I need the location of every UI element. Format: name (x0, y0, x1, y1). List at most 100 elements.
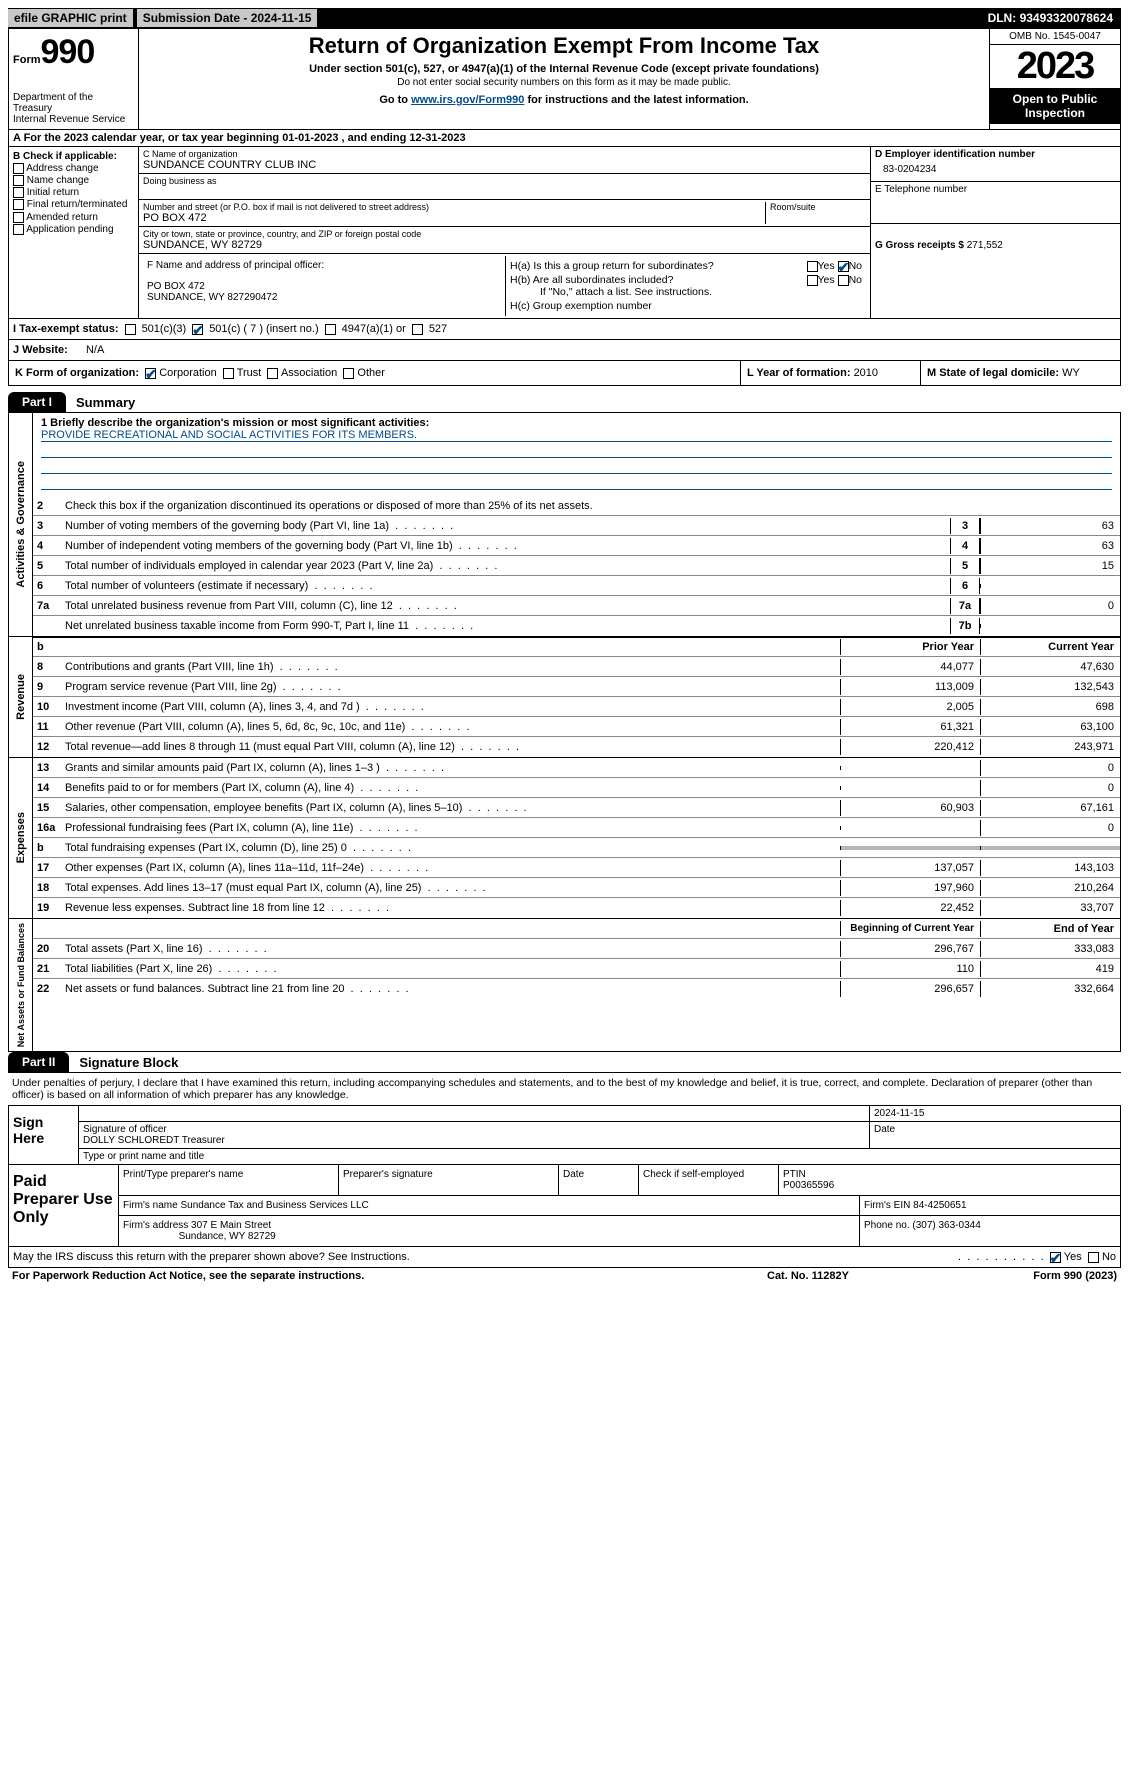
form-number: Form990 (13, 33, 134, 72)
cb-other[interactable] (343, 368, 354, 379)
self-employed: Check if self-employed (639, 1165, 779, 1195)
hb-row: H(b) Are all subordinates included? Yes … (510, 274, 862, 286)
summary-line: 19 Revenue less expenses. Subtract line … (33, 898, 1120, 918)
cb-501c[interactable] (192, 324, 203, 335)
cb-trust[interactable] (223, 368, 234, 379)
summary-line: 17 Other expenses (Part IX, column (A), … (33, 858, 1120, 878)
summary-line: 3 Number of voting members of the govern… (33, 516, 1120, 536)
summary-line: Net unrelated business taxable income fr… (33, 616, 1120, 636)
vlabel-governance: Activities & Governance (13, 457, 29, 592)
officer-signature: DOLLY SCHLOREDT Treasurer (83, 1135, 865, 1146)
summary-line: 9 Program service revenue (Part VIII, li… (33, 677, 1120, 697)
summary-line: 10 Investment income (Part VIII, column … (33, 697, 1120, 717)
cb-4947[interactable] (325, 324, 336, 335)
col-b-checkboxes: B Check if applicable: Address change Na… (9, 147, 139, 318)
part1-body: Activities & Governance 1 Briefly descri… (8, 412, 1121, 1052)
omb-number: OMB No. 1545-0047 (990, 29, 1120, 45)
hb-note: If "No," attach a list. See instructions… (510, 286, 862, 298)
state-domicile: WY (1062, 367, 1080, 379)
officer-addr2: SUNDANCE, WY 827290472 (147, 292, 501, 303)
summary-line: 14 Benefits paid to or for members (Part… (33, 778, 1120, 798)
col-prior: Prior Year (840, 639, 980, 655)
gross-label: G Gross receipts $ (875, 240, 967, 251)
discuss-yes[interactable] (1050, 1252, 1061, 1263)
ssn-warning: Do not enter social security numbers on … (147, 77, 981, 88)
cb-501c3[interactable] (125, 324, 136, 335)
line2: Check this box if the organization disco… (61, 498, 1120, 514)
ein-label: D Employer identification number (875, 149, 1116, 160)
sig-date: 2024-11-15 (870, 1106, 1120, 1121)
row-i: I Tax-exempt status: 501(c)(3) 501(c) ( … (8, 319, 1121, 340)
summary-line: 5 Total number of individuals employed i… (33, 556, 1120, 576)
summary-line: 7a Total unrelated business revenue from… (33, 596, 1120, 616)
cb-app-pending[interactable]: Application pending (13, 224, 134, 235)
phone-label: E Telephone number (875, 184, 1116, 195)
part2-header: Part II Signature Block (8, 1052, 1121, 1072)
discuss-no[interactable] (1088, 1252, 1099, 1263)
cb-corp[interactable] (145, 368, 156, 379)
firm-ein: 84-4250651 (913, 1200, 966, 1211)
row-k: K Form of organization: Corporation Trus… (8, 361, 1121, 386)
cb-address-change[interactable]: Address change (13, 163, 134, 174)
vlabel-revenue: Revenue (13, 670, 29, 724)
firm-addr2: Sundance, WY 82729 (179, 1231, 276, 1242)
city-label: City or town, state or province, country… (143, 229, 866, 239)
goto-line: Go to www.irs.gov/Form990 for instructio… (147, 94, 981, 106)
ptin: P00365596 (783, 1180, 834, 1191)
section-a-period: A For the 2023 calendar year, or tax yea… (8, 130, 1121, 147)
cb-assoc[interactable] (267, 368, 278, 379)
summary-line: 11 Other revenue (Part VIII, column (A),… (33, 717, 1120, 737)
summary-line: 8 Contributions and grants (Part VIII, l… (33, 657, 1120, 677)
addr-label: Number and street (or P.O. box if mail i… (143, 202, 765, 212)
irs-link[interactable]: www.irs.gov/Form990 (411, 94, 524, 106)
summary-line: 6 Total number of volunteers (estimate i… (33, 576, 1120, 596)
website-value: N/A (86, 344, 104, 356)
form-title: Return of Organization Exempt From Incom… (147, 33, 981, 59)
firm-name: Sundance Tax and Business Services LLC (180, 1200, 368, 1211)
org-name: SUNDANCE COUNTRY CLUB INC (143, 159, 866, 171)
footer: For Paperwork Reduction Act Notice, see … (8, 1268, 1121, 1284)
firm-phone: (307) 363-0344 (912, 1220, 980, 1231)
officer-addr1: PO BOX 472 (147, 281, 501, 292)
ein-value: 83-0204234 (875, 160, 1116, 179)
ha-no[interactable] (838, 261, 849, 272)
efile-badge: efile GRAPHIC print (8, 9, 133, 27)
col-current: Current Year (980, 639, 1120, 655)
firm-addr1: 307 E Main Street (191, 1220, 271, 1231)
submission-date: Submission Date - 2024-11-15 (137, 9, 318, 27)
vlabel-expenses: Expenses (13, 808, 29, 867)
org-name-label: C Name of organization (143, 149, 866, 159)
addr-value: PO BOX 472 (143, 212, 765, 224)
city-value: SUNDANCE, WY 82729 (143, 239, 866, 251)
top-bar: efile GRAPHIC print Submission Date - 20… (8, 8, 1121, 28)
mission-text: PROVIDE RECREATIONAL AND SOCIAL ACTIVITI… (41, 429, 1112, 442)
hb-yes[interactable] (807, 275, 818, 286)
summary-line: b Total fundraising expenses (Part IX, c… (33, 838, 1120, 858)
part1-header: Part I Summary (8, 392, 1121, 412)
mission-label: 1 Briefly describe the organization's mi… (41, 417, 1112, 429)
discuss-row: May the IRS discuss this return with the… (8, 1247, 1121, 1268)
gross-value: 271,552 (967, 240, 1003, 251)
cb-final-return[interactable]: Final return/terminated (13, 199, 134, 210)
cb-name-change[interactable]: Name change (13, 175, 134, 186)
ha-row: H(a) Is this a group return for subordin… (510, 260, 862, 272)
cb-527[interactable] (412, 324, 423, 335)
summary-line: 4 Number of independent voting members o… (33, 536, 1120, 556)
cb-initial-return[interactable]: Initial return (13, 187, 134, 198)
tax-year: 2023 (990, 45, 1120, 88)
irs-label: Internal Revenue Service (13, 114, 134, 125)
summary-line: 13 Grants and similar amounts paid (Part… (33, 758, 1120, 778)
sig-intro: Under penalties of perjury, I declare th… (8, 1072, 1121, 1105)
summary-line: 12 Total revenue—add lines 8 through 11 … (33, 737, 1120, 757)
vlabel-netassets: Net Assets or Fund Balances (14, 919, 28, 1051)
officer-label: F Name and address of principal officer: (147, 260, 501, 271)
year-formation: 2010 (854, 367, 878, 379)
ha-yes[interactable] (807, 261, 818, 272)
summary-line: 15 Salaries, other compensation, employe… (33, 798, 1120, 818)
col-end: End of Year (980, 921, 1120, 937)
form-subtitle: Under section 501(c), 527, or 4947(a)(1)… (147, 63, 981, 75)
cb-amended-return[interactable]: Amended return (13, 212, 134, 223)
hb-no[interactable] (838, 275, 849, 286)
room-label: Room/suite (770, 202, 866, 212)
dln: DLN: 93493320078624 (988, 11, 1121, 25)
